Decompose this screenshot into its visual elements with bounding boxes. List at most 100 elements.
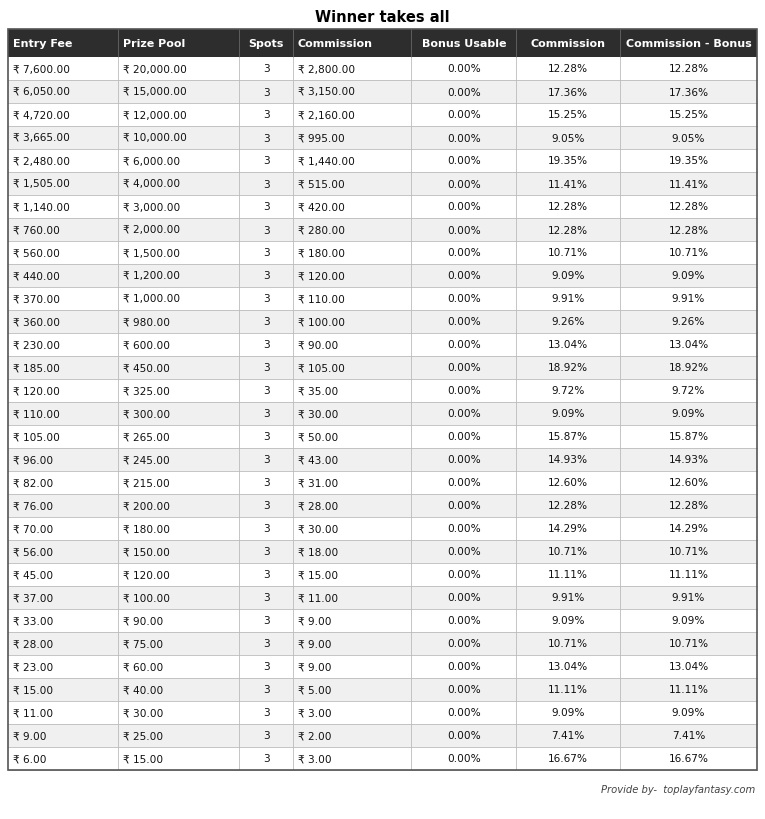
Text: ₹ 560.00: ₹ 560.00 (13, 248, 60, 258)
Text: 0.00%: 0.00% (447, 731, 480, 740)
Bar (8, 127, 757, 150)
Bar (8, 563, 757, 586)
Text: 12.60%: 12.60% (669, 478, 708, 488)
Text: 3: 3 (263, 248, 269, 258)
Text: ₹ 600.00: ₹ 600.00 (122, 340, 170, 350)
Text: 13.04%: 13.04% (669, 662, 708, 672)
Text: 9.26%: 9.26% (552, 317, 585, 327)
Text: 12.28%: 12.28% (548, 65, 588, 75)
Text: ₹ 37.00: ₹ 37.00 (13, 593, 54, 603)
Text: 9.91%: 9.91% (552, 593, 585, 603)
Text: ₹ 180.00: ₹ 180.00 (122, 524, 170, 534)
Bar (8, 104, 757, 127)
Text: ₹ 265.00: ₹ 265.00 (122, 432, 169, 442)
Text: ₹ 3.00: ₹ 3.00 (298, 753, 331, 763)
Text: 11.11%: 11.11% (669, 685, 708, 695)
Text: 9.09%: 9.09% (672, 409, 705, 419)
Text: ₹ 9.00: ₹ 9.00 (298, 616, 331, 626)
Text: 13.04%: 13.04% (548, 340, 588, 350)
Text: 3: 3 (263, 317, 269, 327)
Text: 0.00%: 0.00% (447, 432, 480, 442)
Text: Provide by-  toplayfantasy.com: Provide by- toplayfantasy.com (601, 784, 755, 794)
Text: ₹ 515.00: ₹ 515.00 (298, 179, 344, 189)
Text: ₹ 105.00: ₹ 105.00 (298, 363, 345, 373)
Text: 0.00%: 0.00% (447, 662, 480, 672)
Text: ₹ 50.00: ₹ 50.00 (298, 432, 338, 442)
Text: ₹ 105.00: ₹ 105.00 (13, 432, 60, 442)
Text: ₹ 15.00: ₹ 15.00 (13, 685, 54, 695)
Bar (8, 449, 757, 472)
Text: 9.05%: 9.05% (552, 133, 585, 143)
Text: 0.00%: 0.00% (447, 409, 480, 419)
Text: ₹ 3.00: ₹ 3.00 (298, 708, 331, 717)
Text: 12.28%: 12.28% (548, 501, 588, 511)
Text: ₹ 370.00: ₹ 370.00 (13, 294, 60, 304)
Text: ₹ 10,000.00: ₹ 10,000.00 (122, 133, 187, 143)
Text: 3: 3 (263, 685, 269, 695)
Text: ₹ 185.00: ₹ 185.00 (13, 363, 60, 373)
Text: 9.72%: 9.72% (672, 386, 705, 396)
Text: ₹ 760.00: ₹ 760.00 (13, 225, 60, 235)
Text: ₹ 325.00: ₹ 325.00 (122, 386, 169, 396)
Text: ₹ 360.00: ₹ 360.00 (13, 317, 60, 327)
Text: 0.00%: 0.00% (447, 455, 480, 465)
Text: 0.00%: 0.00% (447, 501, 480, 511)
Text: ₹ 440.00: ₹ 440.00 (13, 271, 60, 281)
Text: Commission: Commission (531, 39, 606, 49)
Text: 0.00%: 0.00% (447, 65, 480, 75)
Text: 14.93%: 14.93% (548, 455, 588, 465)
Text: ₹ 12,000.00: ₹ 12,000.00 (122, 111, 187, 120)
Text: ₹ 1,000.00: ₹ 1,000.00 (122, 294, 180, 304)
Text: 16.67%: 16.67% (669, 753, 708, 763)
Text: 0.00%: 0.00% (447, 248, 480, 258)
Bar (8, 402, 757, 426)
Text: ₹ 30.00: ₹ 30.00 (298, 409, 338, 419)
Text: ₹ 9.00: ₹ 9.00 (13, 731, 47, 740)
Text: ₹ 4,720.00: ₹ 4,720.00 (13, 111, 70, 120)
Text: ₹ 1,140.00: ₹ 1,140.00 (13, 202, 70, 212)
Text: 0.00%: 0.00% (447, 386, 480, 396)
Text: ₹ 120.00: ₹ 120.00 (13, 386, 60, 396)
Text: ₹ 28.00: ₹ 28.00 (13, 639, 54, 649)
Text: ₹ 20,000.00: ₹ 20,000.00 (122, 65, 187, 75)
Text: 12.28%: 12.28% (548, 225, 588, 235)
Text: ₹ 1,200.00: ₹ 1,200.00 (122, 271, 180, 281)
Text: 0.00%: 0.00% (447, 317, 480, 327)
Text: ₹ 2,480.00: ₹ 2,480.00 (13, 156, 70, 166)
Text: ₹ 75.00: ₹ 75.00 (122, 639, 163, 649)
Text: 3: 3 (263, 363, 269, 373)
Text: 9.91%: 9.91% (552, 294, 585, 304)
Text: 0.00%: 0.00% (447, 547, 480, 557)
Bar (8, 678, 757, 701)
Bar (8, 426, 757, 449)
Text: 19.35%: 19.35% (669, 156, 708, 166)
Text: ₹ 7,600.00: ₹ 7,600.00 (13, 65, 70, 75)
Text: 10.71%: 10.71% (669, 248, 708, 258)
Text: 3: 3 (263, 386, 269, 396)
Text: 11.11%: 11.11% (549, 570, 588, 580)
Text: 0.00%: 0.00% (447, 340, 480, 350)
Text: ₹ 120.00: ₹ 120.00 (298, 271, 345, 281)
Text: ₹ 180.00: ₹ 180.00 (298, 248, 345, 258)
Text: 0.00%: 0.00% (447, 225, 480, 235)
Bar (8, 150, 757, 173)
Text: 9.09%: 9.09% (552, 708, 585, 717)
Text: 0.00%: 0.00% (447, 524, 480, 534)
Text: 0.00%: 0.00% (447, 478, 480, 488)
Text: 9.91%: 9.91% (672, 593, 705, 603)
Text: 10.71%: 10.71% (548, 639, 588, 649)
Text: 0.00%: 0.00% (447, 271, 480, 281)
Text: Commission: Commission (298, 39, 373, 49)
Bar (8, 701, 757, 724)
Text: 0.00%: 0.00% (447, 363, 480, 373)
Bar (8, 58, 757, 81)
Text: 12.60%: 12.60% (548, 478, 588, 488)
Text: ₹ 45.00: ₹ 45.00 (13, 570, 54, 580)
Text: 14.93%: 14.93% (669, 455, 708, 465)
Text: ₹ 25.00: ₹ 25.00 (122, 731, 163, 740)
Text: 3: 3 (263, 340, 269, 350)
Text: 3: 3 (263, 753, 269, 763)
Text: 9.09%: 9.09% (552, 271, 585, 281)
Text: ₹ 90.00: ₹ 90.00 (298, 340, 338, 350)
Text: 0.00%: 0.00% (447, 156, 480, 166)
